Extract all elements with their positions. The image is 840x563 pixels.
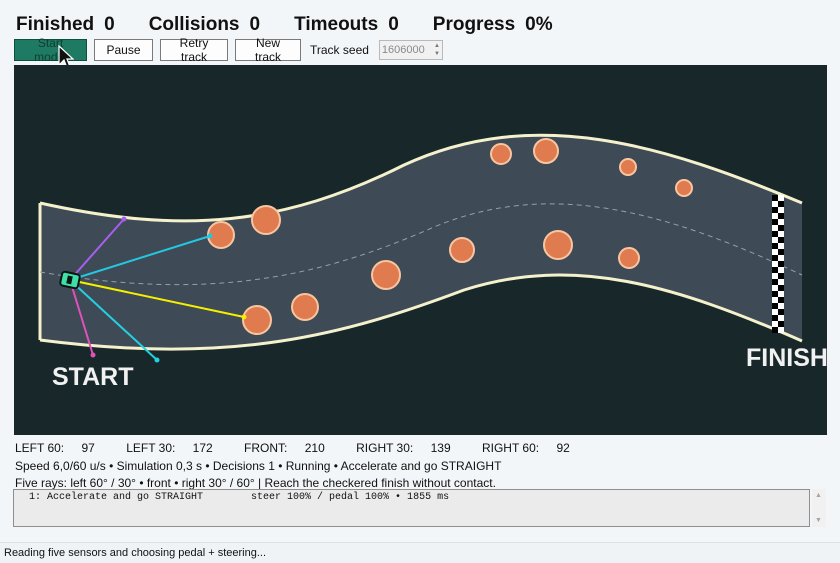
spin-arrows-icon[interactable]: ▲ ▼: [433, 43, 440, 57]
finish-check-square: [772, 327, 778, 333]
help-line: Five rays: left 60° / 30° • front • righ…: [15, 476, 496, 490]
pause-button[interactable]: Pause: [94, 39, 153, 61]
status-line: Speed 6,0/60 u/s • Simulation 0,3 s • De…: [15, 459, 502, 473]
sensor-right-30: RIGHT 30: 139: [356, 441, 451, 455]
finish-check-square: [772, 219, 778, 225]
obstacle: [618, 247, 640, 269]
ray-hit-front: [241, 314, 247, 320]
decision-log[interactable]: 1: Accelerate and go STRAIGHT steer 100%…: [13, 489, 810, 527]
track-scene: START FINISH: [14, 65, 827, 435]
finish-check-square: [778, 213, 784, 219]
finish-check-square: [772, 231, 778, 237]
ray-hit-right-60: [90, 352, 96, 358]
finish-check-square: [772, 279, 778, 285]
ray-right-60: [69, 279, 94, 356]
sensor-left-30: LEFT 30: 172: [126, 441, 213, 455]
sensor-front: FRONT: 210: [244, 441, 325, 455]
finish-check-square: [772, 243, 778, 249]
road-surface: [40, 135, 802, 350]
obstacle: [533, 138, 559, 164]
finish-check-square: [772, 315, 778, 321]
finish-check-square: [772, 291, 778, 297]
road-center-line: [39, 203, 803, 286]
road-bottom-edge: [39, 273, 803, 351]
car: [59, 270, 81, 290]
sensor-right-60: RIGHT 60: 92: [481, 441, 570, 455]
obstacle: [242, 305, 272, 335]
obstacle: [371, 260, 401, 290]
start-label: START: [52, 363, 133, 391]
obstacle: [291, 293, 319, 321]
obstacle: [490, 143, 512, 165]
finish-check-square: [778, 273, 784, 279]
finish-line: [772, 195, 784, 333]
log-scrollbar[interactable]: ▲ ▼: [812, 489, 826, 527]
finish-check-square: [778, 321, 784, 327]
stats-bar: Finished 0 Collisions 0 Timeouts 0 Progress…: [16, 14, 587, 38]
track-seed-label: Track seed: [310, 43, 369, 57]
obstacle: [619, 158, 637, 176]
track-canvas[interactable]: START FINISH: [14, 65, 827, 435]
finish-check-square: [778, 309, 784, 315]
obstacle: [449, 237, 475, 263]
finish-check-square: [772, 267, 778, 273]
scroll-down-icon[interactable]: ▼: [815, 517, 822, 524]
footer-status: Reading five sensors and choosing pedal …: [0, 542, 840, 563]
ray-hit-left-30: [207, 233, 213, 239]
sensor-rays: [69, 216, 247, 363]
sensor-readout: LEFT 60: 97 LEFT 30: 172 FRONT: 210 RIGH…: [15, 441, 598, 455]
stat-finished: Finished 0: [16, 14, 115, 35]
obstacle: [543, 230, 573, 260]
ray-hit-left-60: [121, 216, 127, 222]
retry-track-button[interactable]: Retry track: [160, 36, 228, 64]
track-seed-stepper[interactable]: ▲▼: [378, 40, 443, 60]
ray-front: [69, 279, 245, 318]
new-track-button[interactable]: New track: [235, 36, 301, 64]
finish-check-square: [772, 303, 778, 309]
finish-check-square: [778, 297, 784, 303]
road-top-edge: [39, 133, 803, 223]
stat-timeouts: Timeouts 0: [294, 14, 399, 35]
finish-check-square: [772, 255, 778, 261]
scroll-up-icon[interactable]: ▲: [815, 492, 822, 499]
finish-check-square: [778, 261, 784, 267]
log-line: 1: Accelerate and go STRAIGHT steer 100%…: [29, 492, 450, 503]
stat-collisions: Collisions 0: [148, 14, 261, 35]
obstacle: [251, 205, 281, 235]
start-model-button[interactable]: Start model: [14, 36, 87, 64]
ray-left-30: [69, 235, 211, 281]
ray-hit-right-30: [154, 357, 160, 363]
controls-bar: Start model Pause Retry track New track …: [14, 36, 443, 64]
track-seed-input[interactable]: [381, 44, 432, 56]
finish-check-square: [778, 249, 784, 255]
finish-label: FINISH: [746, 344, 827, 372]
stat-progress: Progress 0%: [432, 14, 553, 35]
finish-check-square: [778, 237, 784, 243]
finish-check-square: [778, 285, 784, 291]
finish-check-square: [772, 195, 778, 201]
obstacle: [675, 179, 693, 197]
ray-left-60: [69, 218, 125, 281]
finish-check-square: [772, 207, 778, 213]
sensor-left-60: LEFT 60: 97: [15, 441, 95, 455]
car-window: [66, 275, 73, 285]
finish-check-square: [778, 201, 784, 207]
ray-right-30: [69, 279, 158, 361]
finish-check-square: [778, 225, 784, 231]
